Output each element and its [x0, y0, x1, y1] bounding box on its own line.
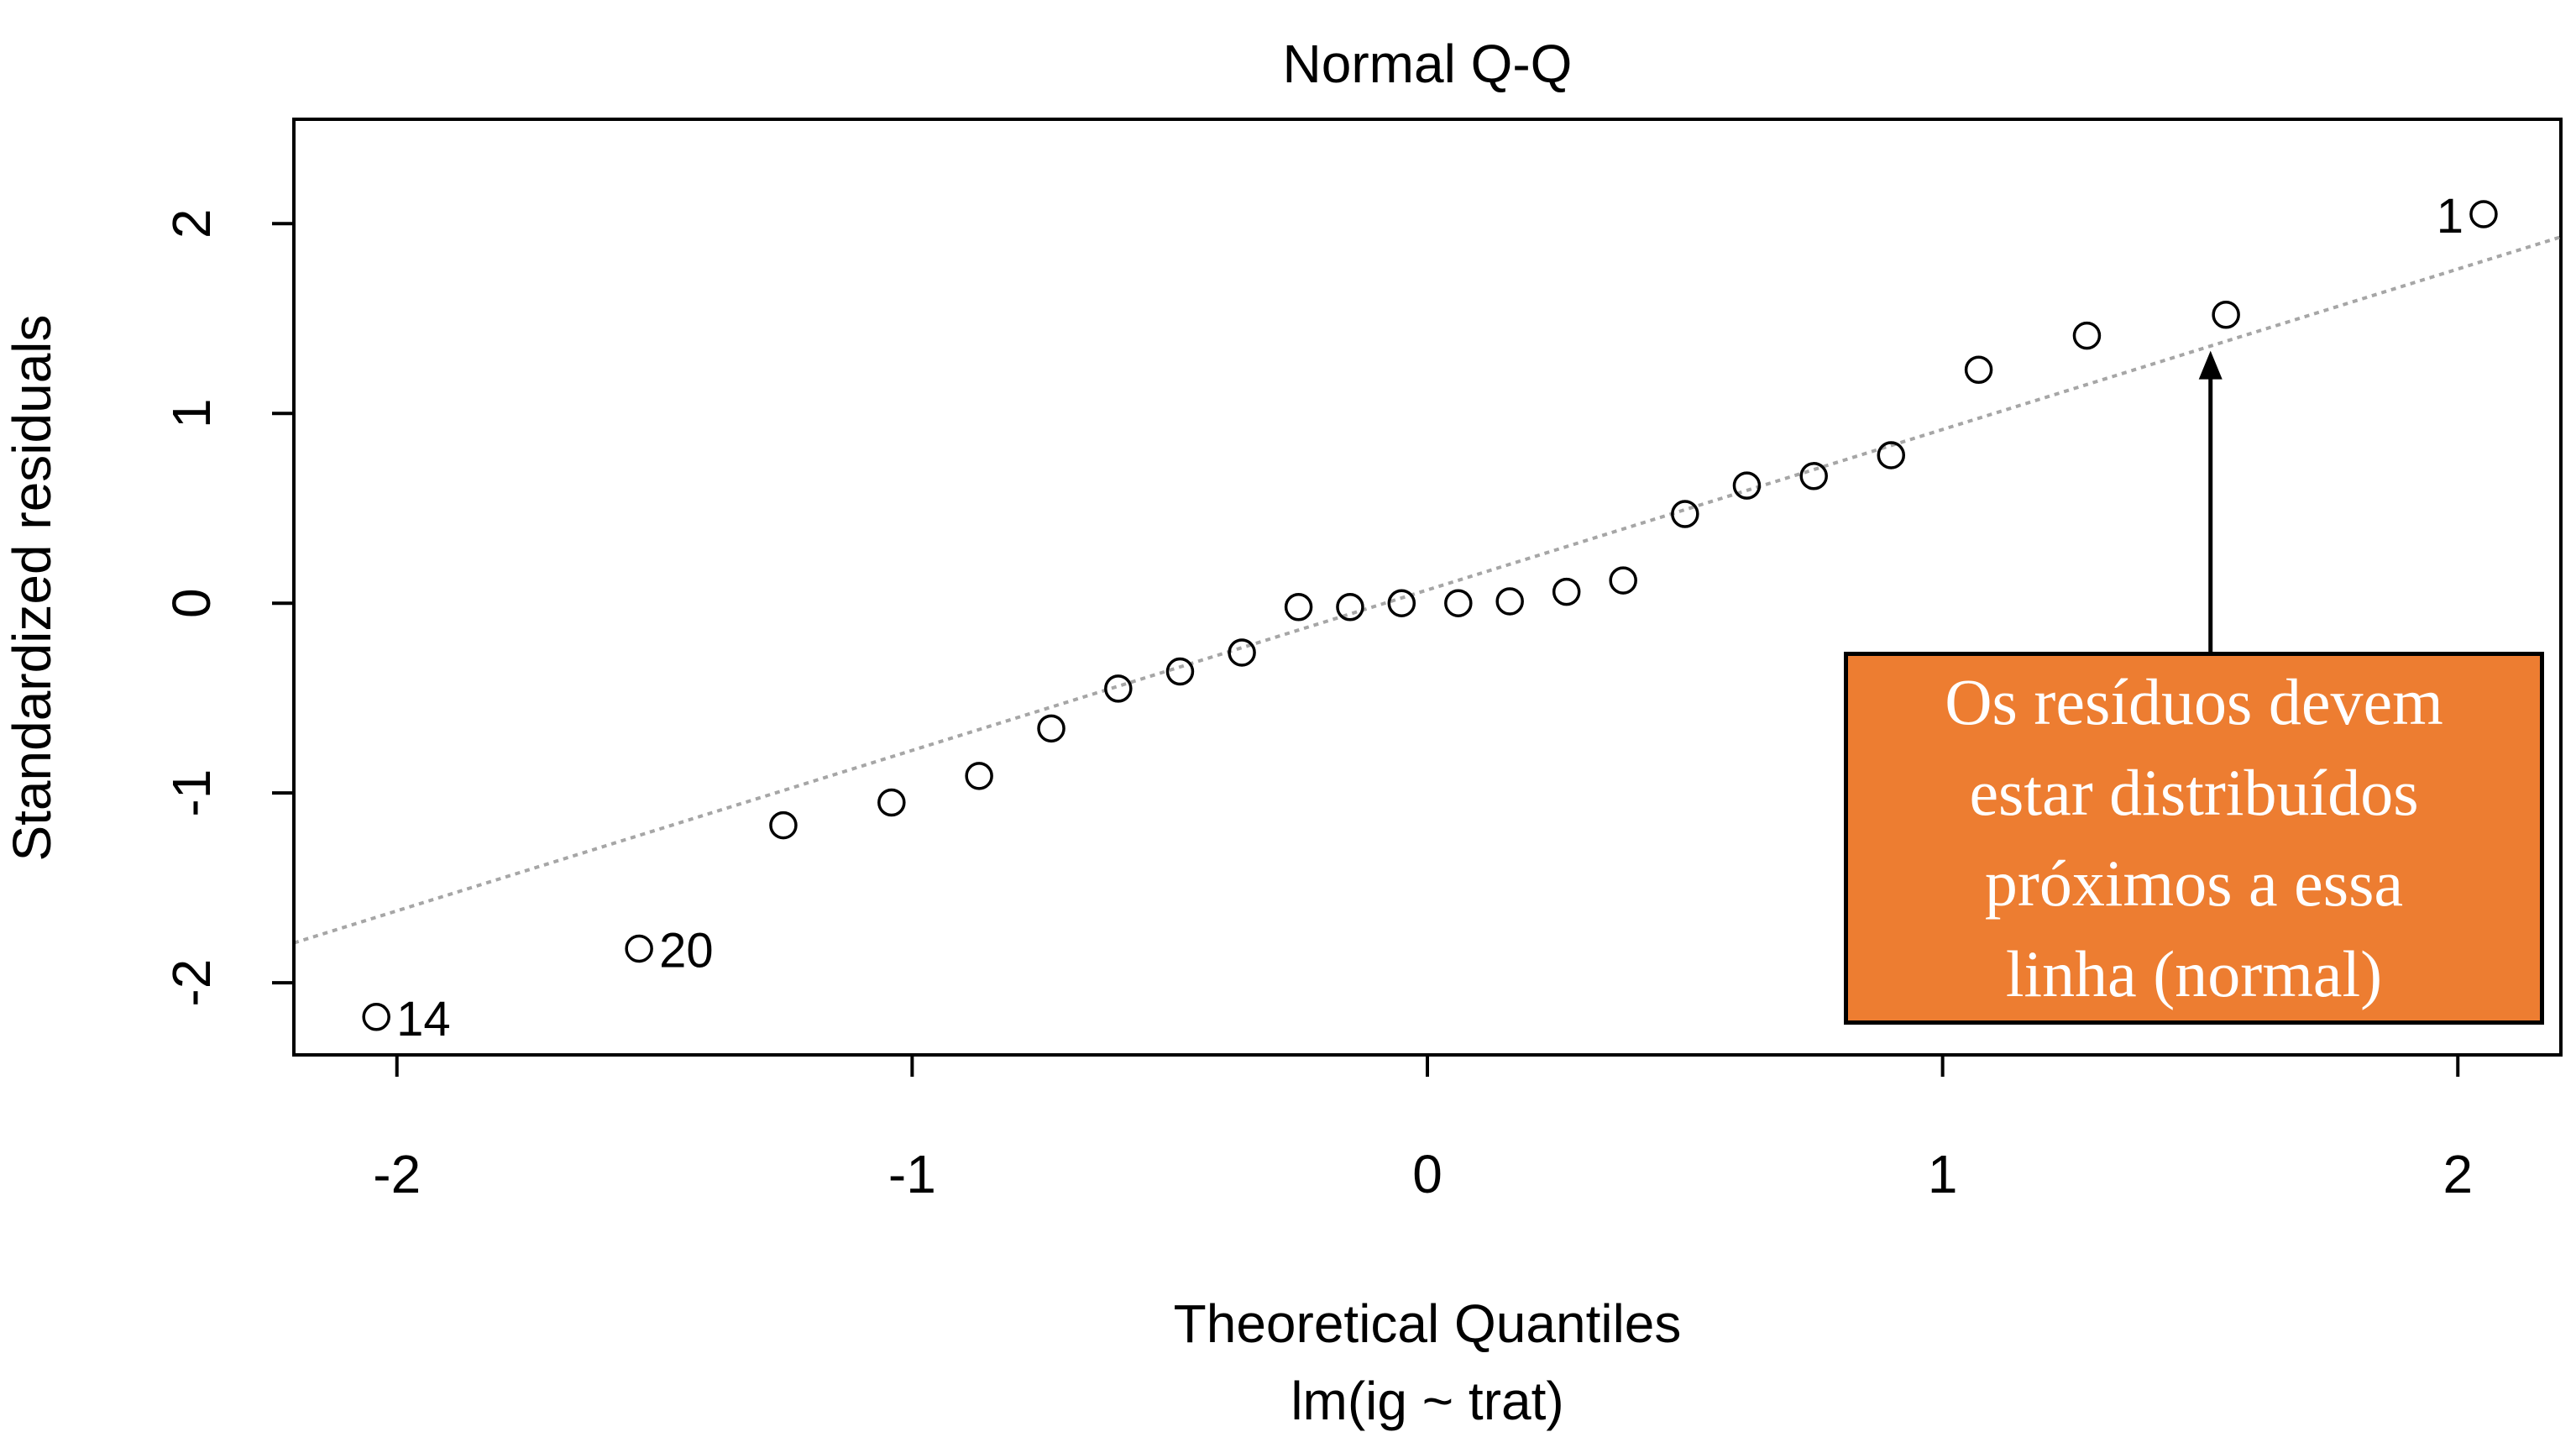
point-label: 1: [2437, 189, 2463, 244]
x-tick-label: 2: [2442, 1144, 2473, 1204]
annotation-callout: Os resíduos devem estar distribuídos próxi…: [1844, 652, 2544, 1025]
data-point: [1877, 441, 1906, 469]
annotation-line: estar distribuídos: [1969, 756, 2419, 829]
data-point: [1228, 638, 1256, 667]
data-point: [1444, 589, 1473, 617]
x-axis-label: Theoretical Quantiles: [1174, 1293, 1682, 1354]
x-tick-label: 1: [1928, 1144, 1958, 1204]
x-tick-label: -2: [373, 1144, 421, 1204]
y-tick-label: 2: [161, 208, 222, 239]
data-point: [1609, 566, 1637, 595]
data-point: [1037, 714, 1065, 743]
y-tick-label: 0: [161, 588, 222, 618]
data-point: [1165, 657, 1195, 686]
data-point: [1732, 471, 1762, 500]
data-point: [2072, 321, 2102, 350]
data-point: [1495, 587, 1524, 616]
data-point: [2212, 300, 2240, 329]
arrow-head: [2198, 350, 2223, 380]
x-tick-label: -1: [888, 1144, 936, 1204]
y-tick-label: -1: [161, 769, 222, 817]
data-point: [2469, 200, 2498, 228]
y-tick-label: 1: [161, 398, 222, 428]
reference-line: [293, 235, 2562, 945]
data-point: [1336, 592, 1364, 622]
annotation-text: Os resíduos devem estar distribuídos próxi…: [1848, 657, 2540, 1020]
data-point: [1964, 355, 1993, 385]
y-axis-label: Standardized residuals: [2, 314, 62, 861]
point-label: 14: [396, 992, 451, 1046]
data-points: 14 20 1: [362, 189, 2498, 1046]
annotation-line: linha (normal): [2005, 937, 2383, 1010]
annotation-line: próximos a essa: [1984, 847, 2404, 920]
data-point: [877, 788, 906, 817]
y-tick-label: -2: [161, 959, 222, 1007]
model-subtitle: lm(ig ~ trat): [1291, 1371, 1563, 1431]
data-point: [1671, 500, 1699, 528]
data-point: [625, 934, 653, 963]
annotation-arrow: [2198, 350, 2223, 652]
data-point: [1799, 462, 1828, 490]
data-point: [1284, 592, 1313, 622]
x-tick-label: 0: [1412, 1144, 1442, 1204]
data-point: [362, 1003, 390, 1031]
annotation-line: Os resíduos devem: [1945, 665, 2443, 738]
data-point: [1552, 577, 1581, 606]
chart-title: Normal Q-Q: [1283, 34, 1573, 94]
data-point: [1387, 589, 1416, 617]
data-point: [1104, 674, 1133, 703]
data-point: [769, 810, 798, 840]
data-point: [965, 762, 993, 790]
point-label: 20: [659, 923, 714, 978]
x-axis: -2 -1 0 1 2: [373, 1053, 2473, 1204]
y-axis: -2 -1 0 1 2: [161, 208, 296, 1007]
